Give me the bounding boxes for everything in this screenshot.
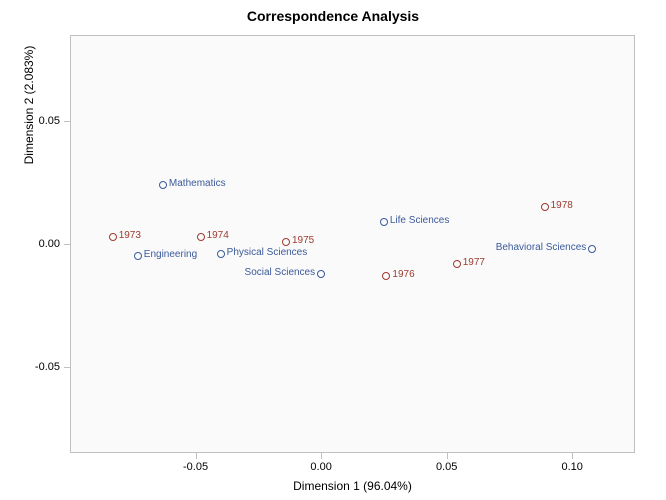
chart-title: Correspondence Analysis: [0, 8, 666, 24]
scatter-point: [588, 245, 596, 253]
scatter-point: [197, 233, 205, 241]
scatter-point-label: 1975: [292, 235, 314, 246]
y-tick-mark: [64, 367, 70, 368]
y-axis-label: Dimension 2 (2.083%): [22, 0, 36, 314]
y-tick-label: -0.05: [28, 361, 60, 373]
x-tick-mark: [572, 453, 573, 459]
y-tick-mark: [64, 121, 70, 122]
scatter-point: [317, 270, 325, 278]
scatter-point-label: 1977: [463, 257, 485, 268]
chart-container: Correspondence Analysis -0.05 0.00 0.05 0.1…: [0, 0, 666, 500]
scatter-point-label: Social Sciences: [245, 267, 316, 278]
x-tick-mark: [196, 453, 197, 459]
scatter-point-label: Behavioral Sciences: [496, 242, 587, 253]
scatter-point: [380, 218, 388, 226]
scatter-point: [134, 252, 142, 260]
scatter-point: [159, 181, 167, 189]
scatter-point-label: Mathematics: [169, 178, 226, 189]
x-tick-mark: [321, 453, 322, 459]
scatter-point: [541, 203, 549, 211]
scatter-point: [217, 250, 225, 258]
scatter-point: [382, 272, 390, 280]
scatter-point-label: 1978: [551, 200, 573, 211]
x-tick-label: 0.05: [436, 461, 457, 473]
x-tick-label: 0.10: [562, 461, 583, 473]
y-tick-mark: [64, 244, 70, 245]
scatter-point: [109, 233, 117, 241]
x-tick-mark: [447, 453, 448, 459]
scatter-point-label: 1973: [119, 230, 141, 241]
scatter-point-label: Physical Sciences: [227, 247, 308, 258]
scatter-point-label: Life Sciences: [390, 215, 449, 226]
x-axis-label: Dimension 1 (96.04%): [70, 479, 635, 493]
scatter-point-label: Engineering: [144, 249, 197, 260]
scatter-point-label: 1974: [207, 230, 229, 241]
scatter-point-label: 1976: [392, 269, 414, 280]
scatter-point: [453, 260, 461, 268]
x-tick-label: 0.00: [310, 461, 331, 473]
x-tick-label: -0.05: [183, 461, 208, 473]
scatter-point: [282, 238, 290, 246]
